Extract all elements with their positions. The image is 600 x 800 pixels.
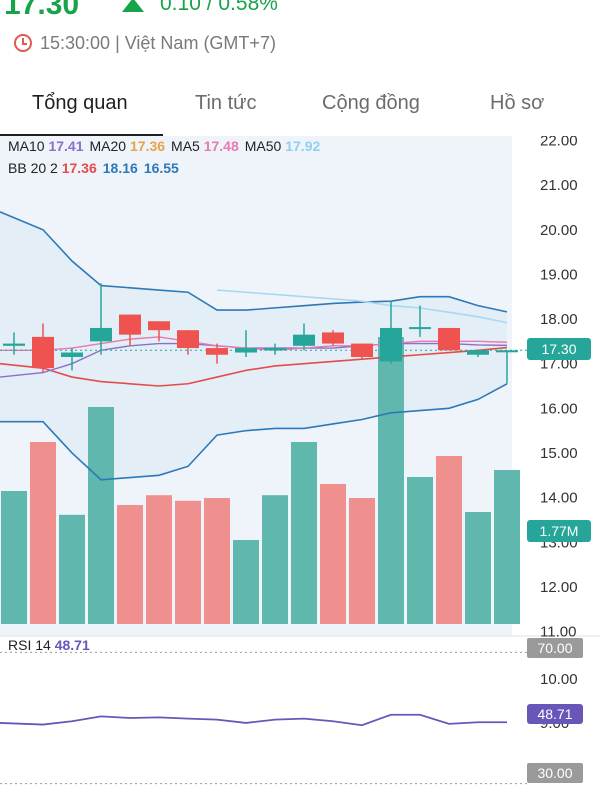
- bb-upper-line: [0, 211, 508, 313]
- ma10-value: 17.41: [48, 138, 84, 154]
- rsi-axis-label: 10.00: [540, 671, 578, 688]
- volume-bar: [262, 495, 288, 624]
- rsi-lower-tag: 30.00: [527, 763, 583, 783]
- price-axis-label: 22.00: [540, 136, 578, 149]
- ma-legend: MA10 17.41 MA20 17.36 MA5 17.48 MA50 17.92: [8, 138, 326, 154]
- bb-legend: BB 20 2 17.36 18.16 16.55: [8, 160, 185, 176]
- volume-bar: [175, 500, 201, 624]
- price-axis-label: 16.00: [540, 400, 578, 417]
- tab-news[interactable]: Tin tức: [195, 92, 257, 114]
- price-header: 17.30 0.10 / 0.58%: [0, 0, 600, 24]
- market-time: 15:30:00 | Việt Nam (GMT+7): [40, 32, 276, 53]
- candle-body: [61, 352, 83, 357]
- volume-bar: [88, 407, 114, 624]
- candle-body: [119, 314, 141, 335]
- ma50-label: MA50: [244, 138, 282, 154]
- volume-bar: [494, 470, 520, 624]
- volume-bar: [465, 512, 491, 624]
- candle-body: [206, 348, 228, 355]
- candle-body: [438, 327, 460, 351]
- price-axis-label: 18.00: [540, 311, 578, 328]
- candle-body: [177, 330, 199, 349]
- candle-body: [293, 334, 315, 346]
- current-price: 17.30: [4, 0, 80, 21]
- candle-body: [409, 327, 431, 330]
- current-price-tag: 17.30: [527, 338, 591, 360]
- bb-label: BB 20 2: [8, 160, 58, 176]
- clock-icon: [14, 34, 32, 52]
- volume-bar: [146, 495, 172, 624]
- tab-bar: Tổng quan Tin tức Cộng đồng Hồ sơ: [0, 84, 600, 140]
- price-axis-label: 15.00: [540, 445, 578, 462]
- ma20-line: [0, 346, 508, 387]
- price-axis-label: 21.00: [540, 177, 578, 194]
- bb-upper-value: 18.16: [102, 160, 138, 176]
- tab-profile[interactable]: Hồ sơ: [490, 92, 545, 114]
- rsi-value: 48.71: [54, 637, 90, 653]
- up-arrow-icon: [122, 0, 144, 12]
- ma50-line: [216, 289, 508, 324]
- price-change: 0.10 / 0.58%: [160, 0, 278, 15]
- price-axis-label: 14.00: [540, 490, 578, 507]
- candle-body: [148, 321, 170, 331]
- ma5-value: 17.48: [203, 138, 239, 154]
- volume-bar: [1, 491, 27, 624]
- candle-body: [3, 343, 25, 346]
- candle-body: [322, 332, 344, 344]
- volume-bar: [291, 442, 317, 624]
- ma20-value: 17.36: [129, 138, 166, 154]
- price-chart-svg[interactable]: 22.0021.0020.0019.0018.0017.0016.0015.00…: [0, 136, 600, 800]
- price-axis-label: 11.00: [540, 624, 576, 641]
- active-tab-indicator: [0, 134, 163, 137]
- rsi-label: RSI 14: [8, 637, 51, 653]
- rsi-line: [0, 713, 508, 727]
- market-time-row: 15:30:00 | Việt Nam (GMT+7): [14, 30, 276, 56]
- candle-body: [32, 336, 54, 369]
- volume-bar: [233, 540, 259, 624]
- volume-bar: [30, 442, 56, 624]
- ma5-label: MA5: [171, 138, 200, 154]
- bb-middle-value: 17.36: [61, 160, 97, 176]
- candle-body: [351, 343, 373, 357]
- ma50-value: 17.92: [285, 138, 321, 154]
- tab-community[interactable]: Cộng đồng: [322, 92, 420, 114]
- volume-bar: [117, 505, 143, 624]
- chart-area[interactable]: 22.00 21.00 20.00 19.00 18.00 17.00 16.00 15.00…: [0, 136, 600, 800]
- rsi-legend: RSI 14 48.71: [8, 637, 96, 653]
- tab-overview[interactable]: Tổng quan: [32, 92, 128, 114]
- volume-bar: [320, 484, 346, 624]
- price-axis-label: 19.00: [540, 266, 578, 283]
- ma10-label: MA10: [8, 138, 45, 154]
- candle-body: [235, 348, 257, 353]
- volume-bar: [59, 514, 85, 624]
- volume-bar: [378, 337, 404, 624]
- rsi-background: [0, 636, 512, 800]
- volume-bar: [349, 498, 375, 624]
- candle-body: [467, 350, 489, 355]
- volume-bar: [407, 477, 433, 624]
- candle-body: [496, 350, 518, 353]
- rsi-value-tag: 48.71: [527, 704, 583, 724]
- volume-bar: [204, 498, 230, 624]
- volume-bar: [436, 456, 462, 624]
- candle-body: [380, 327, 402, 362]
- rsi-upper-tag: 70.00: [527, 638, 583, 658]
- ma20-label: MA20: [89, 138, 127, 154]
- ma10-line: [0, 342, 508, 378]
- bb-lower-line: [0, 383, 508, 481]
- price-axis-label: 20.00: [540, 222, 578, 239]
- candle-body: [264, 348, 286, 351]
- price-axis-label: 12.00: [540, 579, 578, 596]
- volume-tag: 1.77M: [527, 520, 591, 542]
- bb-lower-value: 16.55: [143, 160, 179, 176]
- candle-body: [90, 327, 112, 342]
- ma5-line: [0, 336, 508, 351]
